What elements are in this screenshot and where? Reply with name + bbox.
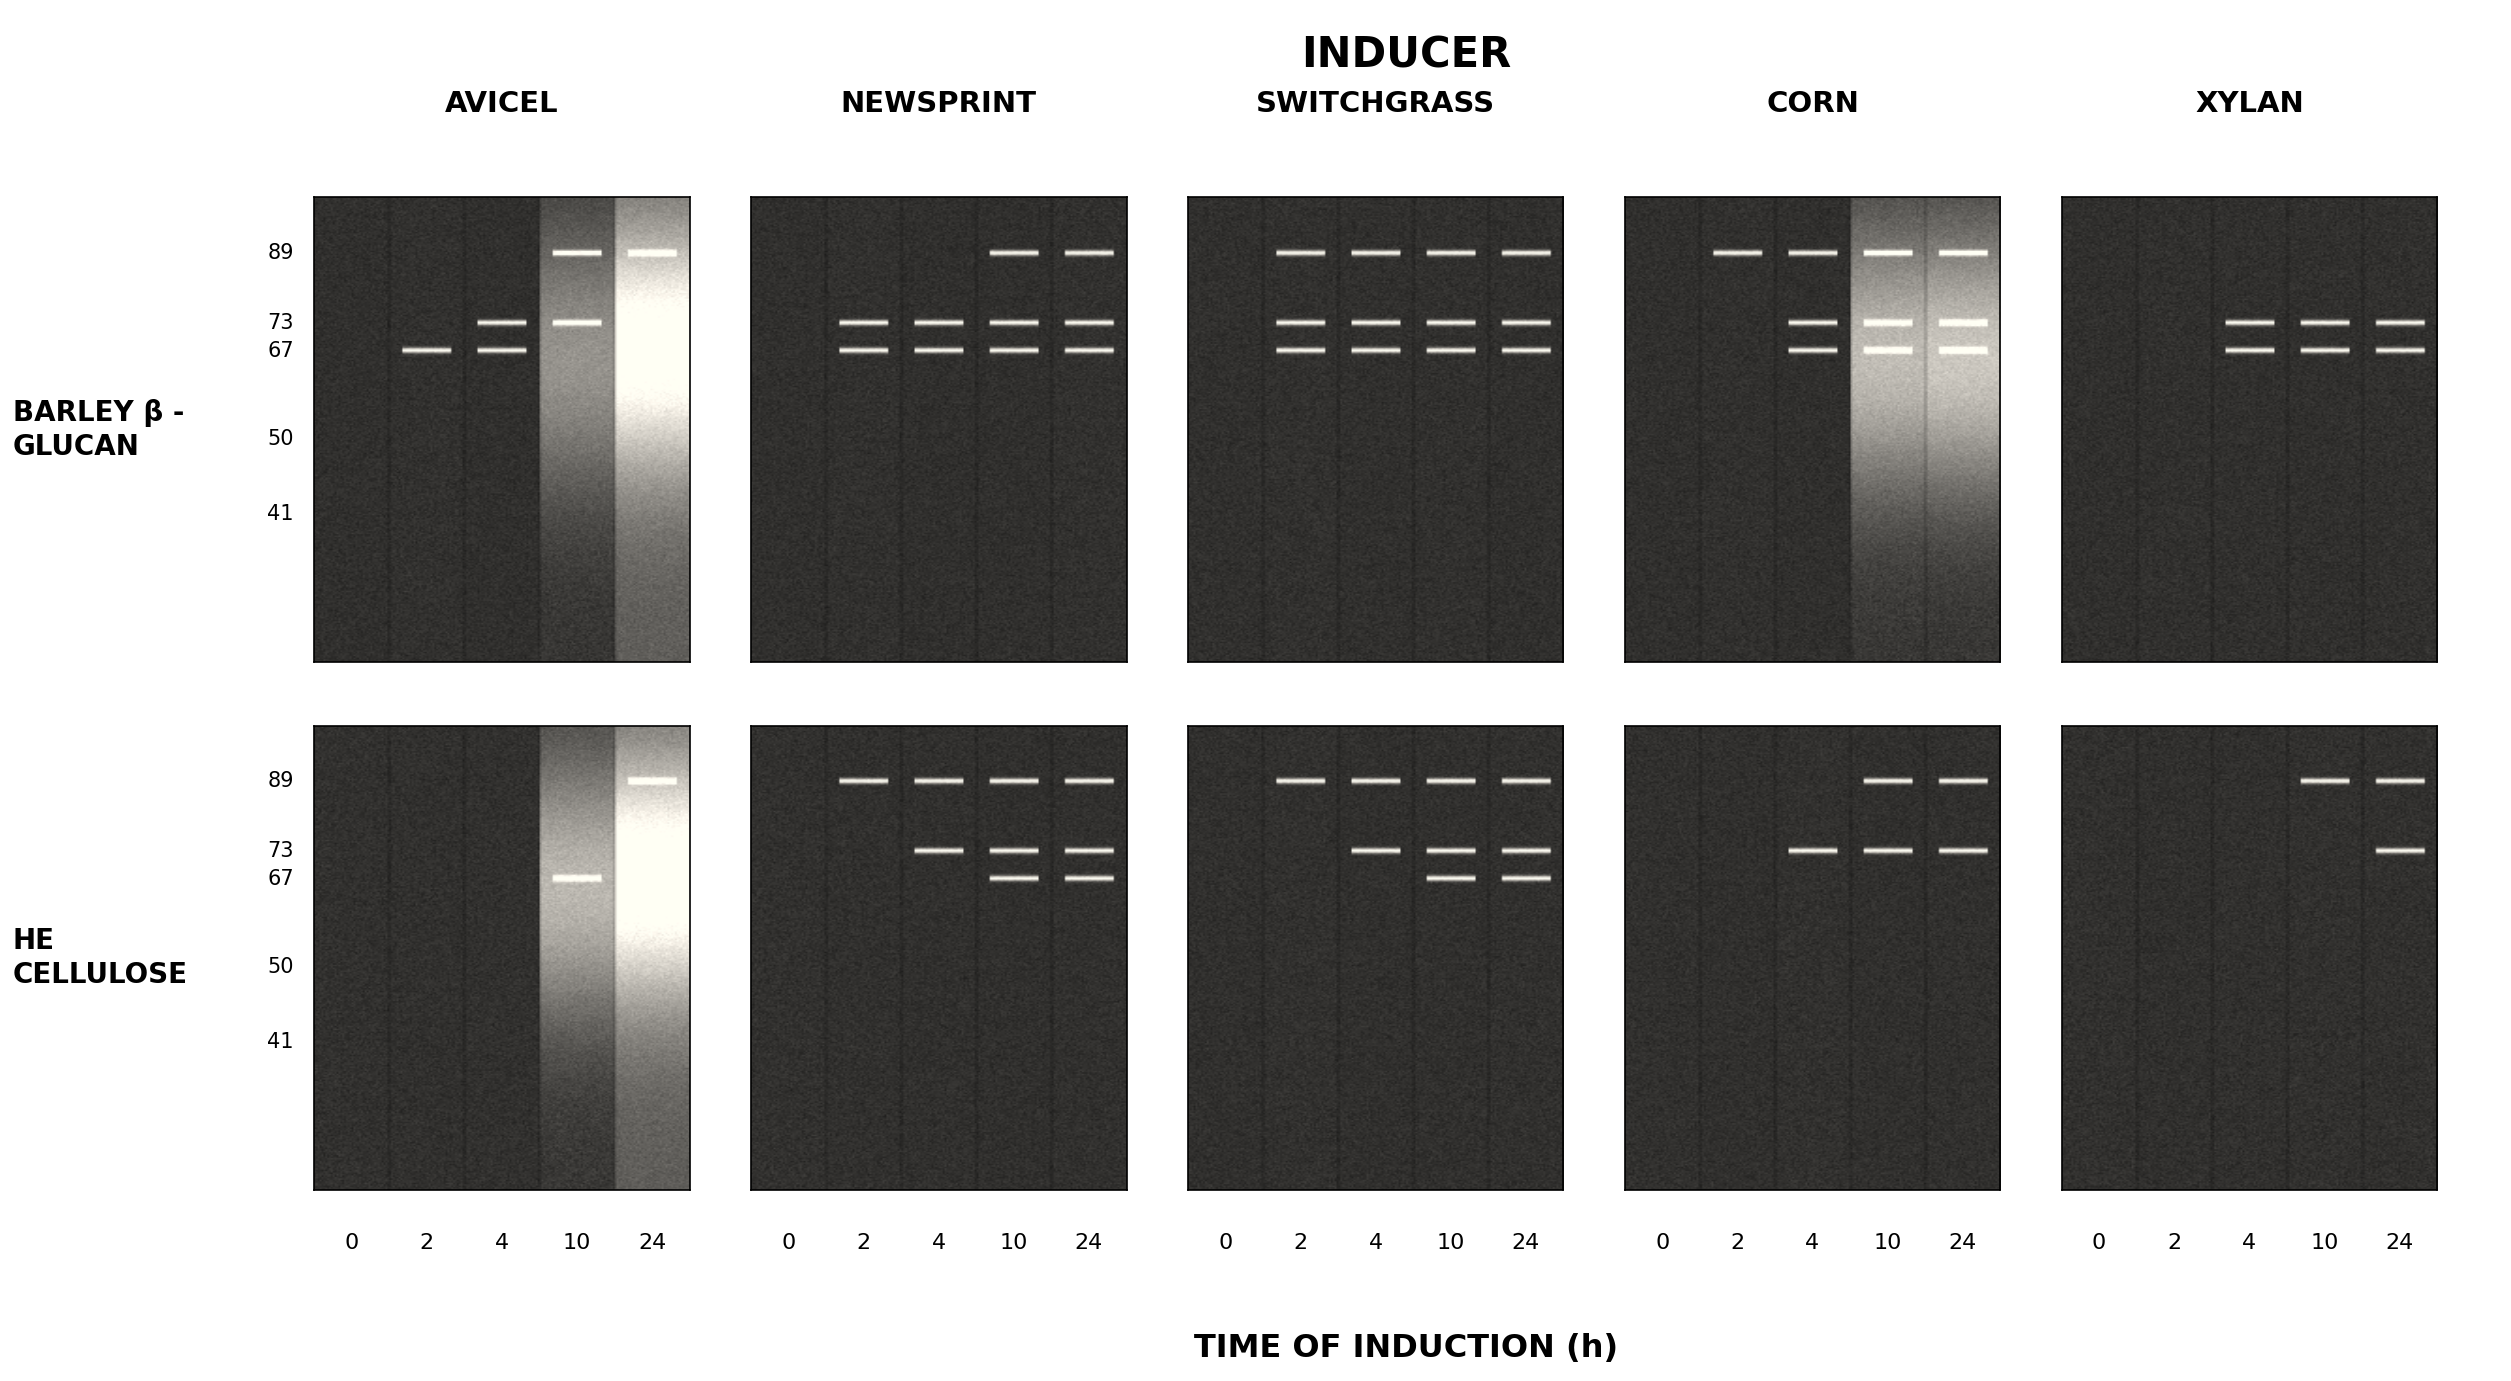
Text: 0: 0 xyxy=(781,1233,796,1253)
Text: 2: 2 xyxy=(856,1233,871,1253)
Text: 67: 67 xyxy=(266,341,294,360)
Text: 89: 89 xyxy=(266,243,294,264)
Text: 0: 0 xyxy=(2092,1233,2107,1253)
Text: 0: 0 xyxy=(344,1233,359,1253)
Text: 41: 41 xyxy=(266,504,294,523)
Text: 24: 24 xyxy=(2385,1233,2413,1253)
Text: 67: 67 xyxy=(266,869,294,889)
Text: 4: 4 xyxy=(932,1233,947,1253)
Text: 4: 4 xyxy=(495,1233,510,1253)
Text: 0: 0 xyxy=(1218,1233,1233,1253)
Text: 24: 24 xyxy=(638,1233,665,1253)
Text: 0: 0 xyxy=(1655,1233,1670,1253)
Text: 73: 73 xyxy=(266,313,294,333)
Text: 10: 10 xyxy=(2310,1233,2338,1253)
Text: 24: 24 xyxy=(1512,1233,1539,1253)
Text: 10: 10 xyxy=(1436,1233,1464,1253)
Text: XYLAN: XYLAN xyxy=(2195,90,2303,117)
Text: 2: 2 xyxy=(419,1233,434,1253)
Text: TIME OF INDUCTION (h): TIME OF INDUCTION (h) xyxy=(1195,1334,1617,1364)
Text: 89: 89 xyxy=(266,772,294,791)
Text: 24: 24 xyxy=(1075,1233,1102,1253)
Text: 4: 4 xyxy=(2242,1233,2257,1253)
Text: 4: 4 xyxy=(1368,1233,1384,1253)
Text: 24: 24 xyxy=(1949,1233,1976,1253)
Text: INDUCER: INDUCER xyxy=(1301,35,1512,76)
Text: 10: 10 xyxy=(1873,1233,1901,1253)
Text: 2: 2 xyxy=(1730,1233,1745,1253)
Text: 50: 50 xyxy=(266,957,294,978)
Text: 73: 73 xyxy=(266,841,294,862)
Text: HE
CELLULOSE: HE CELLULOSE xyxy=(13,927,188,989)
Text: 2: 2 xyxy=(1293,1233,1308,1253)
Text: BARLEY β -
GLUCAN: BARLEY β - GLUCAN xyxy=(13,399,183,461)
Text: SWITCHGRASS: SWITCHGRASS xyxy=(1256,90,1494,117)
Text: CORN: CORN xyxy=(1765,90,1858,117)
Text: 41: 41 xyxy=(266,1032,294,1052)
Text: 10: 10 xyxy=(999,1233,1027,1253)
Text: NEWSPRINT: NEWSPRINT xyxy=(841,90,1037,117)
Text: 10: 10 xyxy=(562,1233,590,1253)
Text: 50: 50 xyxy=(266,429,294,449)
Text: 2: 2 xyxy=(2167,1233,2182,1253)
Text: AVICEL: AVICEL xyxy=(444,90,557,117)
Text: 4: 4 xyxy=(1805,1233,1820,1253)
